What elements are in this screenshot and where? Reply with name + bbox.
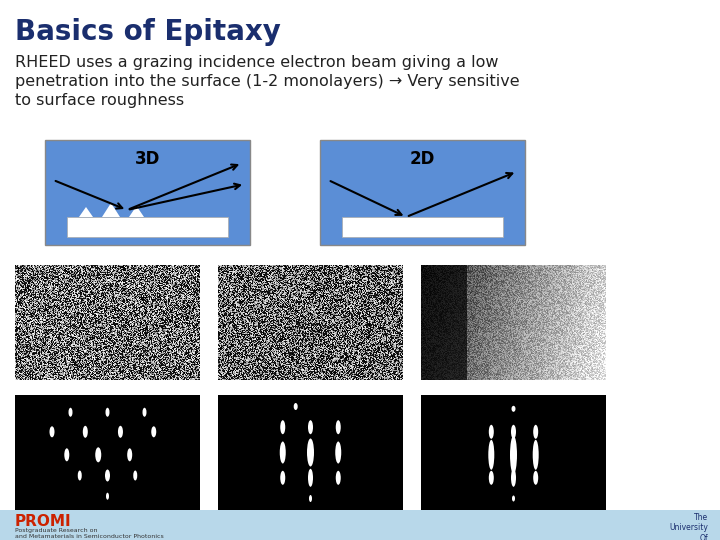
- Bar: [320, 140, 525, 245]
- Ellipse shape: [95, 447, 102, 462]
- Ellipse shape: [336, 420, 341, 434]
- Text: 3D: 3D: [135, 150, 160, 168]
- Ellipse shape: [308, 420, 313, 434]
- Ellipse shape: [533, 440, 539, 470]
- Ellipse shape: [64, 448, 69, 461]
- Bar: [15, 395, 200, 510]
- Ellipse shape: [106, 408, 109, 417]
- Text: PROMI: PROMI: [15, 514, 71, 529]
- Ellipse shape: [511, 469, 516, 487]
- Ellipse shape: [106, 492, 109, 500]
- Ellipse shape: [133, 470, 138, 481]
- Ellipse shape: [511, 425, 516, 439]
- Text: 2D: 2D: [410, 150, 435, 168]
- Ellipse shape: [336, 471, 341, 485]
- Bar: [218, 395, 403, 510]
- Ellipse shape: [488, 440, 495, 470]
- Bar: [0, 510, 720, 540]
- Text: Postgraduate Research on
and Metamaterials in Semiconductor Photonics: Postgraduate Research on and Metamateria…: [15, 528, 163, 539]
- Ellipse shape: [512, 496, 515, 502]
- Text: The
University
Of
Sheffield: The University Of Sheffield: [669, 513, 708, 540]
- Ellipse shape: [309, 495, 312, 502]
- Ellipse shape: [511, 406, 516, 412]
- Ellipse shape: [308, 469, 313, 487]
- Ellipse shape: [68, 408, 73, 417]
- Bar: [45, 140, 250, 245]
- Ellipse shape: [280, 420, 285, 434]
- Ellipse shape: [510, 436, 517, 474]
- Ellipse shape: [50, 426, 55, 437]
- Ellipse shape: [151, 426, 156, 437]
- Ellipse shape: [127, 448, 132, 461]
- Ellipse shape: [336, 442, 341, 463]
- Ellipse shape: [534, 425, 539, 439]
- Bar: [421, 395, 606, 510]
- Text: RHEED uses a grazing incidence electron beam giving a low: RHEED uses a grazing incidence electron …: [15, 55, 498, 70]
- Ellipse shape: [489, 425, 494, 439]
- Polygon shape: [129, 206, 144, 217]
- Bar: [67, 217, 228, 237]
- Ellipse shape: [105, 469, 110, 482]
- Ellipse shape: [294, 403, 297, 410]
- Bar: [342, 217, 503, 237]
- Ellipse shape: [83, 426, 88, 438]
- Ellipse shape: [143, 408, 146, 417]
- Text: Basics of Epitaxy: Basics of Epitaxy: [15, 18, 281, 46]
- Ellipse shape: [78, 470, 82, 481]
- Ellipse shape: [489, 471, 494, 485]
- Ellipse shape: [118, 426, 123, 438]
- Ellipse shape: [307, 438, 314, 467]
- Polygon shape: [102, 203, 120, 217]
- Ellipse shape: [280, 442, 286, 463]
- Polygon shape: [79, 207, 93, 217]
- Ellipse shape: [280, 471, 285, 485]
- Ellipse shape: [534, 471, 539, 485]
- Text: penetration into the surface (1-2 monolayers) → Very sensitive: penetration into the surface (1-2 monola…: [15, 74, 520, 89]
- Text: to surface roughness: to surface roughness: [15, 93, 184, 108]
